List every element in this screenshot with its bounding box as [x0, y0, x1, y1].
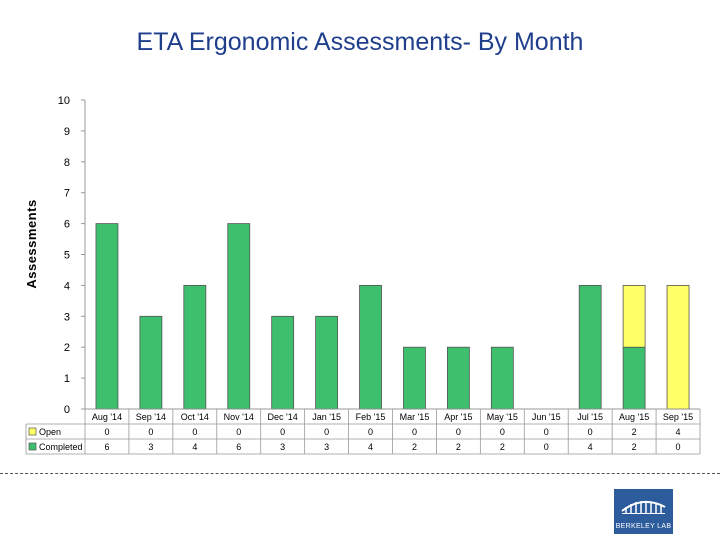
x-tick-label: Feb '15: [356, 412, 386, 422]
y-tick-label: 0: [64, 404, 70, 416]
data-label: 0: [676, 442, 681, 452]
legend-label: Completed: [39, 442, 83, 452]
bar-completed: [315, 315, 339, 410]
assessments-chart: 0 1 2 3 4 5 6 7 8 9 10 Assessments Aug '14 Sep '14 Oct…: [24, 95, 701, 455]
data-label: 0: [544, 427, 549, 437]
chart-title: ETA Ergonomic Assessments- By Month: [136, 28, 584, 56]
data-label: 2: [412, 442, 417, 452]
y-tick-label: 1: [64, 373, 70, 385]
data-label: 0: [588, 427, 593, 437]
data-label: 0: [324, 427, 329, 437]
data-label: 6: [104, 442, 109, 452]
lab-building-icon: [621, 500, 666, 514]
data-label: 0: [148, 427, 153, 437]
bar-completed: [139, 315, 163, 410]
x-tick-label: Apr '15: [444, 412, 472, 422]
footer-divider: [0, 473, 720, 474]
data-label: 0: [280, 427, 285, 437]
x-tick-label: Oct '14: [181, 412, 209, 422]
bar-completed: [403, 346, 426, 410]
bar-completed: [622, 346, 646, 410]
x-tick-label: May '15: [487, 412, 518, 422]
x-tick-label: Dec '14: [268, 412, 298, 422]
bar-completed: [183, 284, 207, 410]
x-tick-label: Jul '15: [577, 412, 603, 422]
x-tick-label: Jan '15: [312, 412, 341, 422]
x-tick-label: Nov '14: [224, 412, 254, 422]
data-label: 6: [236, 442, 241, 452]
berkeley-lab-logo: BERKELEY LAB: [614, 489, 673, 534]
data-label: 0: [544, 442, 549, 452]
y-axis-label: Assessments: [24, 199, 39, 288]
data-label: 2: [456, 442, 461, 452]
legend-label: Open: [39, 427, 61, 437]
bar-open: [622, 284, 646, 348]
data-label: 0: [236, 427, 241, 437]
y-tick-label: 5: [64, 250, 70, 262]
y-tick-label: 8: [64, 157, 70, 169]
x-tick-label: Aug '14: [92, 412, 122, 422]
data-label: 4: [368, 442, 373, 452]
data-label: 2: [632, 442, 637, 452]
bar-completed: [227, 223, 251, 410]
data-label: 0: [500, 427, 505, 437]
data-label: 0: [368, 427, 373, 437]
bar-completed: [446, 346, 470, 410]
x-tick-label: Aug '15: [619, 412, 649, 422]
bar-completed: [490, 346, 514, 410]
bar-open: [666, 284, 690, 410]
y-tick-label: 9: [64, 126, 70, 138]
bar-completed: [359, 284, 382, 410]
data-label: 3: [148, 442, 153, 452]
bar-completed: [578, 284, 602, 410]
legend-key-completed: [28, 442, 37, 451]
data-label: 2: [500, 442, 505, 452]
bar-completed: [271, 315, 295, 410]
legend-key-open: [28, 427, 37, 436]
y-tick-label: 4: [64, 280, 70, 292]
data-label: 4: [192, 442, 197, 452]
x-tick-label: Mar '15: [400, 412, 430, 422]
y-tick-label: 7: [64, 188, 70, 200]
x-tick-label: Jun '15: [532, 412, 561, 422]
logo-text: BERKELEY LAB: [615, 523, 672, 530]
data-label: 2: [632, 427, 637, 437]
y-tick-label: 6: [64, 219, 70, 231]
data-label: 0: [192, 427, 197, 437]
data-label: 0: [412, 427, 417, 437]
y-tick-label: 3: [64, 311, 70, 323]
data-label: 3: [280, 442, 285, 452]
data-label: 3: [324, 442, 329, 452]
y-tick-label: 2: [64, 342, 70, 354]
x-tick-label: Sep '15: [663, 412, 693, 422]
y-tick-label: 10: [58, 95, 70, 107]
data-label: 0: [104, 427, 109, 437]
data-label: 0: [456, 427, 461, 437]
bar-completed: [95, 223, 119, 410]
data-label: 4: [588, 442, 593, 452]
data-label: 4: [676, 427, 681, 437]
x-tick-label: Sep '14: [136, 412, 166, 422]
